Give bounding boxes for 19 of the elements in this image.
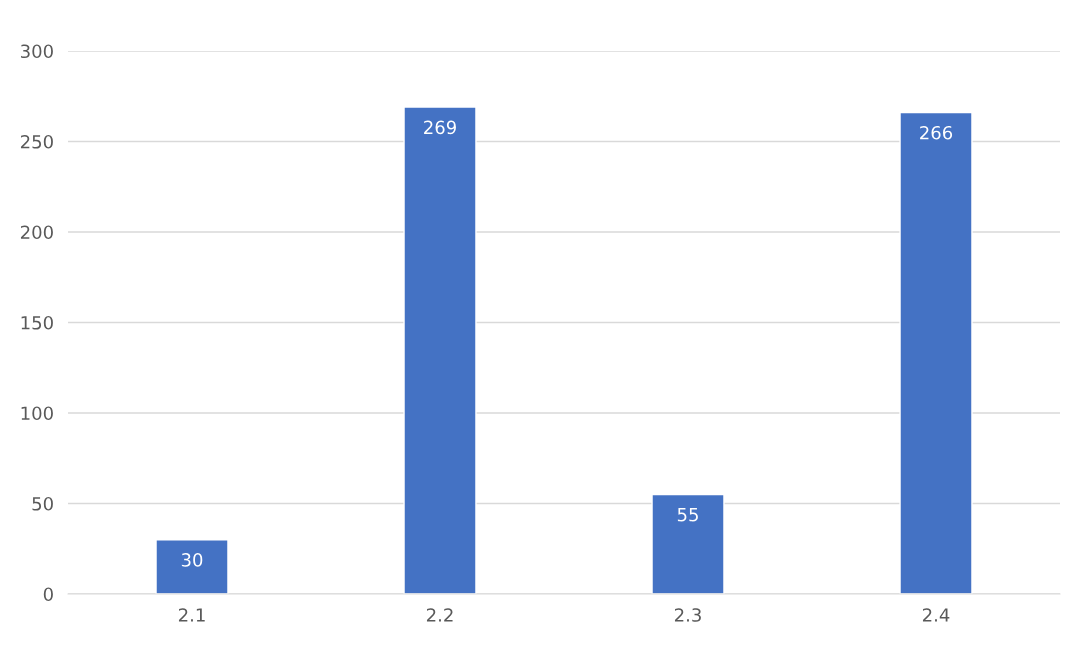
x-tick-label: 2.1 [178,608,205,622]
bar [899,111,973,594]
data-label: 269 [424,120,456,135]
bar [155,539,229,594]
y-tick-label: 0 [43,587,53,602]
x-tick-label: 2.3 [674,608,701,622]
y-tick-label: 150 [21,315,53,330]
data-label: 30 [181,553,203,567]
x-tick-label: 2.4 [922,608,950,622]
data-label: 266 [920,125,953,140]
bar [651,493,725,594]
y-tick-label: 250 [20,134,53,149]
y-tick-label: 50 [32,496,53,511]
bar [403,106,477,594]
x-tick-label: 2.2 [426,608,453,622]
y-tick-label: 200 [20,225,53,240]
y-tick-label: 300 [21,44,53,59]
data-label: 55 [677,508,698,522]
y-tick-label: 100 [21,406,53,421]
